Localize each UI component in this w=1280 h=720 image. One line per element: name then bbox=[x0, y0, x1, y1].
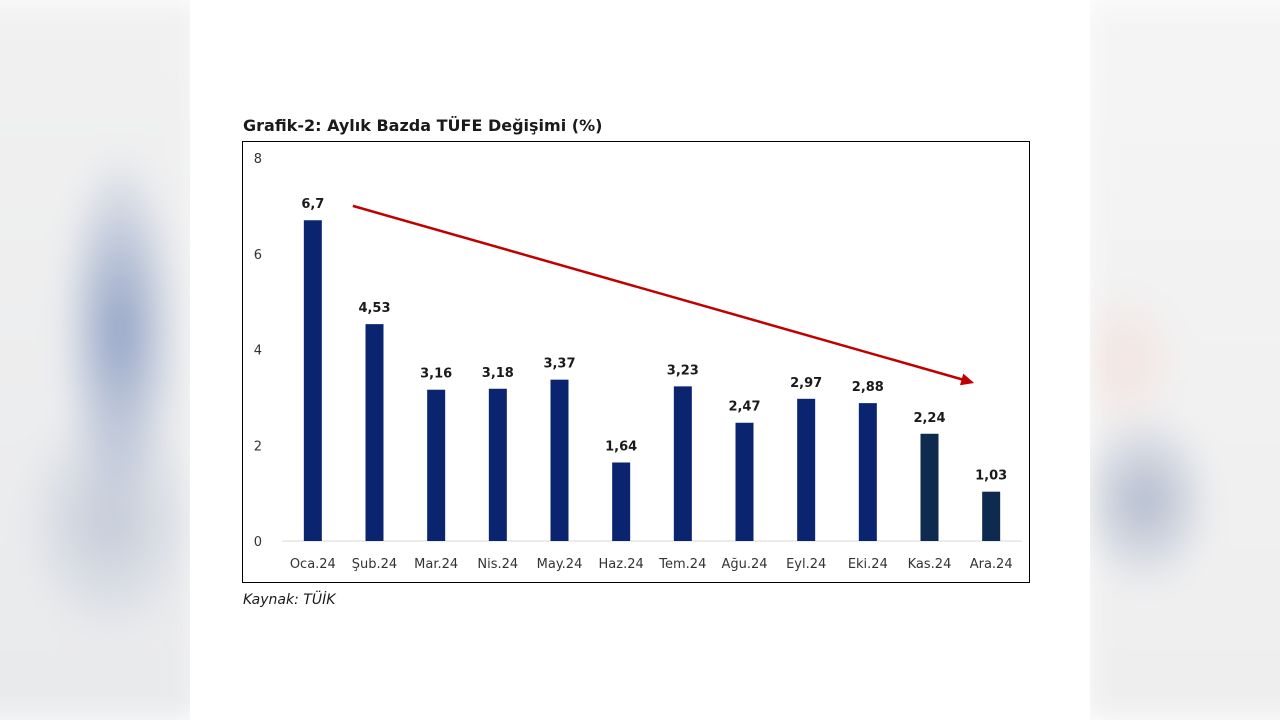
y-tick-label: 6 bbox=[254, 248, 262, 263]
x-tick-label: Ağu.24 bbox=[721, 557, 767, 572]
plot-frame bbox=[242, 141, 1030, 583]
x-tick-label: Haz.24 bbox=[599, 557, 644, 572]
trend-arrow-head bbox=[960, 373, 975, 386]
x-tick-label: Eyl.24 bbox=[786, 557, 826, 572]
bar-Şub.24 bbox=[365, 324, 384, 541]
data-label: 3,18 bbox=[482, 366, 514, 381]
y-tick-label: 8 bbox=[254, 152, 262, 167]
x-tick-label: Tem.24 bbox=[658, 557, 706, 572]
x-tick-label: Ara.24 bbox=[970, 557, 1013, 572]
x-tick-label: Mar.24 bbox=[414, 557, 458, 572]
data-label: 1,03 bbox=[975, 469, 1007, 484]
x-tick-label: Nis.24 bbox=[477, 557, 518, 572]
bar-Eyl.24 bbox=[797, 398, 816, 541]
chart-title: Grafik-2: Aylık Bazda TÜFE Değişimi (%) bbox=[243, 116, 603, 135]
bar-Eki.24 bbox=[858, 403, 877, 541]
data-label: 6,7 bbox=[301, 197, 324, 212]
source-note: Kaynak: TÜİK bbox=[243, 592, 336, 608]
bar-Oca.24 bbox=[303, 220, 322, 542]
data-label: 2,97 bbox=[790, 376, 822, 391]
trend-arrow-line bbox=[352, 204, 965, 382]
bar-Haz.24 bbox=[612, 462, 631, 541]
data-label: 2,24 bbox=[913, 411, 945, 426]
blurred-background-left bbox=[0, 0, 200, 720]
bar-Ağu.24 bbox=[735, 422, 754, 541]
bar-May.24 bbox=[550, 379, 569, 541]
data-label: 3,37 bbox=[543, 357, 575, 372]
data-label: 4,53 bbox=[358, 301, 390, 316]
data-label: 3,23 bbox=[667, 363, 699, 378]
data-label: 2,47 bbox=[728, 400, 760, 415]
bar-Ara.24 bbox=[982, 491, 1001, 541]
blurred-background-right bbox=[1085, 0, 1280, 720]
data-label: 2,88 bbox=[852, 380, 884, 395]
bar-chart: 0 2 4 6 8 6,7 Oca.24 4,53 Şub.24 3,16 Mar.24 3,18 Ni… bbox=[254, 152, 1022, 572]
data-label: 1,64 bbox=[605, 439, 637, 454]
x-tick-label: Şub.24 bbox=[352, 557, 397, 572]
y-tick-label: 0 bbox=[254, 535, 262, 550]
data-label: 3,16 bbox=[420, 367, 452, 382]
x-tick-label: Eki.24 bbox=[848, 557, 888, 572]
x-tick-label: Oca.24 bbox=[290, 557, 336, 572]
chart-sheet: Grafik-2: Aylık Bazda TÜFE Değişimi (%) … bbox=[190, 0, 1090, 720]
bar-Kas.24 bbox=[920, 433, 939, 541]
bar-Mar.24 bbox=[427, 389, 446, 541]
x-tick-label: May.24 bbox=[537, 557, 583, 572]
y-tick-label: 2 bbox=[254, 439, 262, 454]
bar-Tem.24 bbox=[673, 386, 692, 541]
y-tick-label: 4 bbox=[254, 344, 262, 359]
bar-Nis.24 bbox=[488, 388, 507, 541]
x-tick-label: Kas.24 bbox=[908, 557, 952, 572]
